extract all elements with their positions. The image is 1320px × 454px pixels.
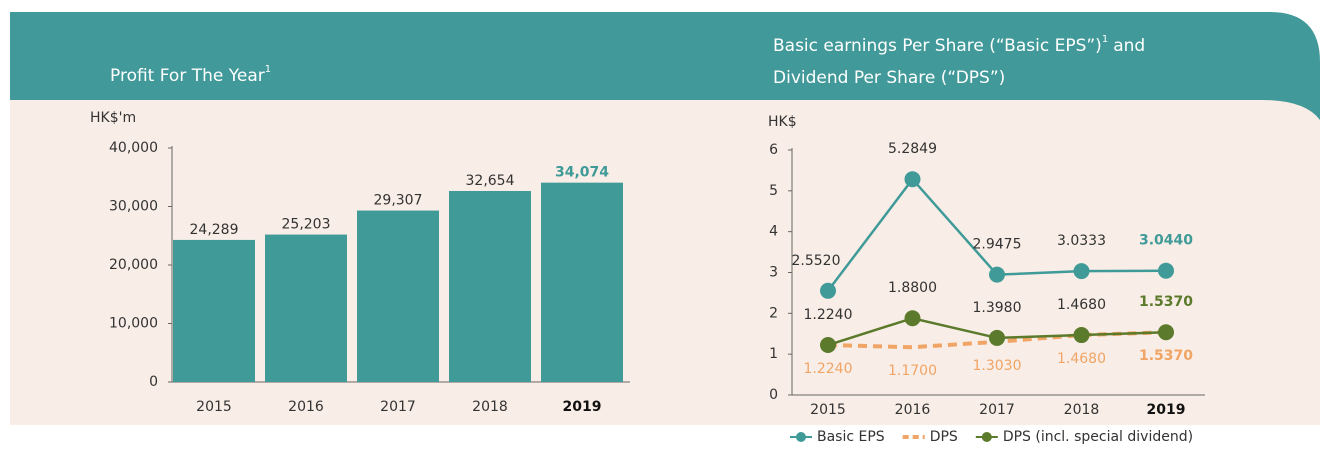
value-label: 2.9475 <box>973 237 1022 253</box>
y-tick-label: 6 <box>769 142 778 158</box>
bar <box>265 234 347 382</box>
legend-label: DPS (incl. special dividend) <box>1003 429 1193 445</box>
data-point <box>820 337 836 354</box>
bar <box>449 190 531 382</box>
legend-label: Basic EPS <box>817 429 885 445</box>
legend-label: DPS <box>930 429 958 445</box>
value-label: 1.5370 <box>1139 348 1193 364</box>
x-tick-label: 2019 <box>563 399 602 415</box>
y-tick-label: 5 <box>769 183 778 199</box>
value-label: 1.2240 <box>804 307 853 323</box>
value-label: 29,307 <box>374 193 423 209</box>
y-tick-label: 1 <box>769 346 778 362</box>
y-tick-label: 4 <box>769 224 778 240</box>
value-label: 34,074 <box>555 165 609 181</box>
y-tick-label: 30,000 <box>109 199 158 215</box>
title-text: Basic earnings Per Share (“Basic EPS”) <box>773 36 1102 56</box>
bar <box>173 239 255 382</box>
header-band <box>10 12 1320 120</box>
value-label: 1.5370 <box>1139 294 1193 310</box>
x-tick-label: 2018 <box>1064 402 1100 418</box>
y-tick-label: 20,000 <box>109 257 158 273</box>
data-point <box>904 310 921 327</box>
chart-title: Basic earnings Per Share (“Basic EPS”)1 a… <box>773 34 1145 56</box>
title-footnote: 1 <box>1102 34 1108 45</box>
data-point <box>989 329 1005 346</box>
x-tick-label: 2019 <box>1147 402 1186 418</box>
chart-title: Profit For The Year1 <box>110 64 271 86</box>
value-label: 1.4680 <box>1057 297 1106 313</box>
y-axis-unit: HK$ <box>768 114 797 130</box>
x-tick-label: 2017 <box>380 399 416 415</box>
data-point <box>1073 263 1090 280</box>
chart-title: Dividend Per Share (“DPS”) <box>773 68 1005 88</box>
y-tick-label: 10,000 <box>109 316 158 332</box>
value-label: 1.1700 <box>888 363 937 379</box>
x-tick-label: 2016 <box>288 399 324 415</box>
x-tick-label: 2015 <box>810 402 846 418</box>
legend-marker <box>796 432 806 442</box>
y-tick-label: 40,000 <box>109 140 158 156</box>
data-point <box>904 171 921 188</box>
x-tick-label: 2017 <box>979 402 1015 418</box>
bar <box>541 182 623 382</box>
value-label: 2.5520 <box>792 253 841 269</box>
value-label: 25,203 <box>282 217 331 233</box>
value-label: 3.0333 <box>1057 233 1106 249</box>
y-tick-label: 3 <box>769 265 778 281</box>
data-point <box>1158 262 1174 279</box>
value-label: 1.8800 <box>888 280 937 296</box>
x-tick-label: 2015 <box>196 399 232 415</box>
title-text: Profit For The Year <box>110 66 265 86</box>
y-axis-unit: HK$'m <box>90 110 136 126</box>
value-label: 3.0440 <box>1139 233 1193 249</box>
title-text: and <box>1113 36 1145 56</box>
value-label: 1.4680 <box>1057 351 1106 367</box>
y-tick-label: 0 <box>769 387 778 403</box>
y-tick-label: 0 <box>149 374 158 390</box>
bar <box>357 210 439 382</box>
value-label: 24,289 <box>190 222 239 238</box>
data-point <box>989 266 1005 283</box>
x-tick-label: 2016 <box>895 402 931 418</box>
title-footnote: 1 <box>265 64 271 75</box>
y-tick-label: 2 <box>769 305 778 321</box>
legend-marker <box>981 432 992 442</box>
value-label: 1.3980 <box>973 300 1022 316</box>
data-point <box>1073 327 1090 344</box>
value-label: 32,654 <box>466 173 515 189</box>
data-point <box>820 282 836 299</box>
value-label: 1.3030 <box>973 358 1022 374</box>
value-label: 1.2240 <box>804 361 853 377</box>
value-label: 5.2849 <box>888 141 937 157</box>
x-tick-label: 2018 <box>472 399 508 415</box>
data-point <box>1158 324 1174 341</box>
